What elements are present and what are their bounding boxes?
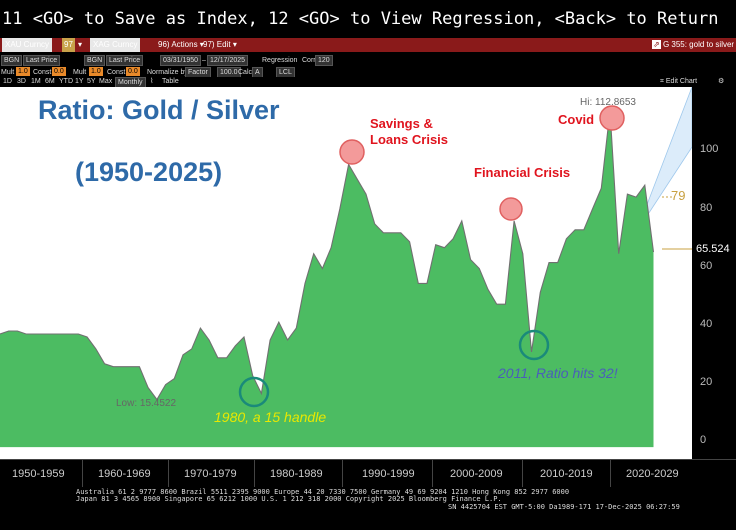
chart-type-icon[interactable]: ⌇ <box>150 78 154 85</box>
params-row-2: Mult 1.0 Const 0.0 Mult 1.0 Const 0.0 No… <box>0 67 736 78</box>
financial-crisis-label: Financial Crisis <box>474 165 571 180</box>
x-axis: 1950-1959 1960-1969 1970-1979 1980-1989 … <box>0 459 736 488</box>
period-row: 1D 3D 1M 6M YTD 1Y 5Y Max Monthly ⌇ Tabl… <box>0 77 736 88</box>
mult1-field[interactable]: 1.0 <box>16 67 30 76</box>
ratio-area <box>0 110 654 448</box>
mult2-label: Mult <box>73 69 87 76</box>
period-5y[interactable]: 5Y <box>87 78 96 85</box>
x-divider <box>342 460 343 488</box>
period-1y[interactable]: 1Y <box>75 78 84 85</box>
actions-label: Actions <box>171 40 198 49</box>
x-divider <box>522 460 523 488</box>
toolbar: XAU Curncy 97 ▾ XAG Curncy 96) Actions ▾… <box>0 38 736 52</box>
period-max[interactable]: Max <box>99 78 113 85</box>
period-3d[interactable]: 3D <box>17 78 26 85</box>
field2-select[interactable]: Last Price <box>106 55 144 66</box>
footer-line-2: Japan 81 3 4565 8900 Singapore 65 6212 1… <box>76 495 502 503</box>
x-divider <box>432 460 433 488</box>
regression-label[interactable]: Regression <box>262 57 298 64</box>
period-6m[interactable]: 6M <box>45 78 55 85</box>
normalize-label: Normalize by <box>147 69 188 76</box>
handle-1980-circle <box>238 376 270 408</box>
edit-chart-label: Edit Chart <box>665 78 698 85</box>
savings-loans-label: Savings & Loans Crisis <box>370 116 448 148</box>
ratio-2011-circle <box>518 329 550 361</box>
x-divider <box>610 460 611 488</box>
date-separator: – <box>202 57 206 64</box>
x-label-1950s: 1950-1959 <box>12 468 65 480</box>
low-label: Low: 15.4522 <box>116 398 177 409</box>
chart-area[interactable]: Ratio: Gold / Silver (1950-2025) Savings… <box>0 87 692 459</box>
hi-label: Hi: 112.8653 <box>580 97 636 108</box>
covid-circle <box>599 105 625 131</box>
financial-crisis-circle <box>499 197 523 221</box>
y-tick-0: 0 <box>700 434 707 446</box>
expand-icon[interactable]: ⇗ <box>652 40 661 49</box>
settings-icon[interactable]: ⚙ <box>718 78 725 85</box>
x-label-2000s: 2000-2009 <box>450 468 503 480</box>
mult2-field[interactable]: 1.0 <box>89 67 103 76</box>
src1-field[interactable]: BGN <box>1 55 23 66</box>
covid-label: Covid <box>558 112 595 127</box>
x-label-2010s: 2010-2019 <box>540 468 593 480</box>
chart-subtitle: (1950-2025) <box>75 157 223 187</box>
edit-menu[interactable]: 97) Edit ▾ <box>203 40 237 49</box>
security1-field[interactable]: XAU Curncy <box>2 38 53 52</box>
footer-line-1: Australia 61 2 9777 8600 Brazil 5511 239… <box>76 488 570 496</box>
savings-loans-circle <box>339 139 365 165</box>
footer: Australia 61 2 9777 8600 Brazil 5511 239… <box>0 487 736 530</box>
x-label-1960s: 1960-1969 <box>98 468 151 480</box>
x-label-1970s: 1970-1979 <box>184 468 237 480</box>
end-date-field[interactable]: 12/17/2025 <box>207 55 249 66</box>
corr-field[interactable]: 120 <box>315 55 333 66</box>
period-1d[interactable]: 1D <box>3 78 12 85</box>
y-tick-100: 100 <box>700 143 719 155</box>
params-row-1: BGN Last Price BGN Last Price 03/31/1950… <box>0 55 736 66</box>
level-79-label: 79 <box>671 188 686 203</box>
savings-loans-line1: Savings & <box>370 116 433 131</box>
const2-field[interactable]: 0.0 <box>126 67 140 76</box>
y-tick-20: 20 <box>700 376 713 388</box>
y-tick-60: 60 <box>700 260 713 272</box>
edit-label: Edit <box>216 40 231 49</box>
x-label-1980s: 1980-1989 <box>270 468 323 480</box>
period-ytd[interactable]: YTD <box>59 78 73 85</box>
period-1m[interactable]: 1M <box>31 78 41 85</box>
ratio-line <box>0 110 655 401</box>
y-tick-40: 40 <box>700 318 713 330</box>
security2-field[interactable]: XAG Curncy <box>90 38 141 52</box>
y-axis: 0 20 40 60 80 100 <box>692 87 736 459</box>
ratio-chart <box>0 87 692 448</box>
y-tick-80: 80 <box>700 202 713 214</box>
edit-chart-button[interactable]: ⌗ Edit Chart <box>660 78 698 85</box>
chart-title: Ratio: Gold / Silver <box>38 95 280 125</box>
x-label-1990s: 1990-1999 <box>362 468 415 480</box>
x-divider <box>254 460 255 488</box>
const1-label: Const <box>33 69 52 76</box>
handle-1980-label: 1980, a 15 handle <box>214 409 327 425</box>
const1-field[interactable]: 0.0 <box>52 67 66 76</box>
page-number[interactable]: 97 <box>62 38 75 52</box>
page-title: G 355: gold to silver <box>662 40 735 49</box>
src2-field[interactable]: BGN <box>84 55 106 66</box>
dropdown-arrow-icon[interactable]: ▾ <box>78 40 83 49</box>
x-divider <box>168 460 169 488</box>
const2-label: Const <box>107 69 126 76</box>
footer-line-3: SN 4425704 EST GMT-5:00 Da1989-171 17-De… <box>448 503 680 511</box>
command-line[interactable]: 11 <GO> to Save as Index, 12 <GO> to Vie… <box>0 0 736 38</box>
corr-label: Corr <box>302 57 316 64</box>
start-date-field[interactable]: 03/31/1950 <box>160 55 202 66</box>
mult1-label: Mult <box>1 69 15 76</box>
current-value-badge: 65.524 <box>693 242 736 257</box>
calc-label: Calc <box>238 69 253 76</box>
page-title-wrap: ⇗ G 355: gold to silver <box>652 38 734 52</box>
savings-loans-line2: Loans Crisis <box>370 132 449 147</box>
table-button[interactable]: Table <box>162 78 179 85</box>
field1-select[interactable]: Last Price <box>23 55 61 66</box>
actions-menu[interactable]: 96) Actions ▾ <box>158 40 204 49</box>
x-divider <box>82 460 83 488</box>
x-label-2020s: 2020-2029 <box>626 468 679 480</box>
ratio-2011-label: 2011, Ratio hits 32! <box>498 365 618 381</box>
